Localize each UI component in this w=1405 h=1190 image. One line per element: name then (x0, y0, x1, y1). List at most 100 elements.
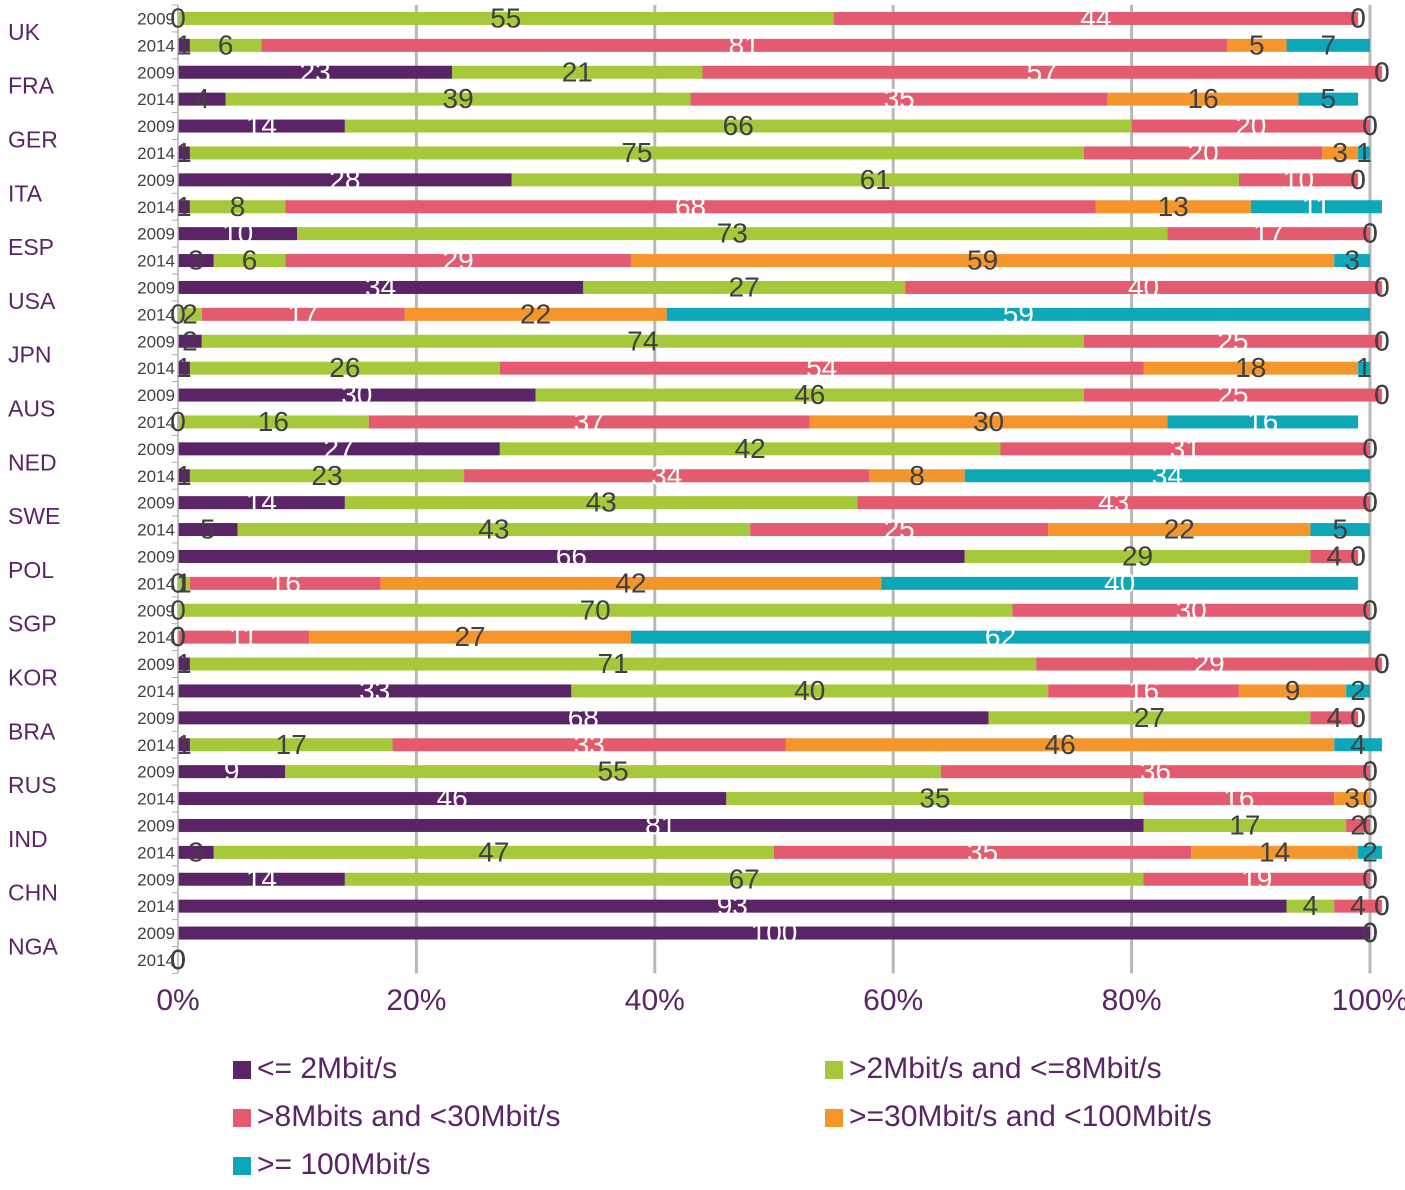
bar-segment (1131, 119, 1370, 133)
data-label: 37 (574, 406, 605, 437)
data-label: 0 (1350, 540, 1366, 571)
data-label: 16 (270, 567, 301, 598)
data-label: 0 (1374, 325, 1390, 356)
data-label: 16 (1128, 675, 1159, 706)
country-label: GER (8, 127, 58, 153)
data-label: 0 (1362, 863, 1378, 894)
bar-segment (178, 765, 286, 779)
data-label: 29 (443, 245, 474, 276)
bar-segment (285, 765, 941, 779)
bar-segment (1167, 227, 1370, 241)
bar-segment (178, 845, 214, 859)
data-label: 0 (1362, 917, 1378, 948)
data-label: 0 (170, 944, 186, 975)
year-label: 2014 (137, 90, 175, 109)
data-label: 25 (884, 514, 915, 545)
year-label: 2009 (137, 332, 175, 351)
data-label: 68 (568, 702, 599, 733)
data-label: 46 (437, 783, 468, 814)
bar-segment (1167, 415, 1359, 429)
data-label: 11 (229, 621, 258, 652)
data-label: 11 (1302, 191, 1331, 222)
year-label: 2009 (137, 816, 175, 835)
data-label: 2 (182, 298, 198, 329)
data-label: 2 (182, 325, 198, 356)
legend-swatch (825, 1061, 843, 1079)
data-label: 34 (1152, 460, 1183, 491)
axes: 2009201420092014200920142009201420092014… (8, 4, 1405, 1017)
data-label: 4 (1326, 540, 1342, 571)
bar-segment (201, 334, 1084, 348)
bar-segment (178, 576, 190, 590)
legend-label: >2Mbit/s and <=8Mbit/s (849, 1052, 1162, 1085)
data-label: 46 (794, 379, 825, 410)
bar-segment (189, 657, 1037, 671)
bar-segment (380, 576, 882, 590)
data-label: 25 (1217, 379, 1248, 410)
data-label: 75 (621, 137, 652, 168)
data-label: 3 (1344, 245, 1360, 276)
bar-segment (178, 334, 202, 348)
bar-segment (464, 469, 870, 483)
data-label: 0 (1374, 56, 1390, 87)
legend-label: <= 2Mbit/s (257, 1052, 397, 1085)
bar-segment (189, 738, 393, 752)
bar-segment (178, 549, 965, 563)
year-label: 2014 (137, 359, 175, 378)
country-label: CHN (8, 880, 58, 906)
data-label: 7 (1320, 29, 1336, 60)
bar-segment (774, 845, 1192, 859)
data-label: 3 (188, 245, 204, 276)
year-label: 2009 (137, 9, 175, 28)
bar-segment (1238, 684, 1347, 698)
bar-segment (309, 630, 631, 644)
data-label: 22 (520, 298, 551, 329)
data-label: 9 (224, 756, 240, 787)
country-label: AUS (8, 396, 55, 422)
data-label: 0 (1362, 110, 1378, 141)
data-label: 19 (1241, 863, 1272, 894)
data-label: 35 (884, 83, 915, 114)
year-label: 2009 (137, 225, 175, 244)
bar-segment (988, 711, 1311, 725)
data-label: 1 (176, 191, 192, 222)
bar-segment (178, 146, 190, 160)
data-label: 1 (176, 729, 192, 760)
data-label: 17 (288, 298, 319, 329)
data-label: 43 (1098, 487, 1129, 518)
year-label: 2014 (137, 574, 175, 593)
data-label: 30 (341, 379, 372, 410)
data-label: 0 (1374, 271, 1390, 302)
year-label: 2009 (137, 386, 175, 405)
data-label: 1 (1356, 352, 1372, 383)
data-label: 0 (170, 944, 186, 975)
bar-segment (1298, 92, 1359, 106)
data-label: 0 (1362, 594, 1378, 625)
bar-segment (201, 307, 405, 321)
data-label: 35 (967, 836, 998, 867)
data-label: 1 (176, 29, 192, 60)
data-label: 1 (176, 648, 192, 679)
data-label: 17 (1253, 218, 1284, 249)
bar-segment (178, 307, 202, 321)
bar-segment (726, 792, 1144, 806)
bar-segment (189, 576, 381, 590)
x-tick-label: 20% (386, 984, 446, 1017)
data-label: 8 (230, 191, 246, 222)
country-label: IND (8, 826, 48, 852)
data-label: 25 (1217, 325, 1248, 356)
year-label: 2009 (137, 440, 175, 459)
bar-segment (213, 845, 774, 859)
bar-segment (178, 469, 190, 483)
data-label: 14 (1259, 836, 1290, 867)
bar-segment (750, 523, 1049, 537)
x-tick-label: 40% (625, 984, 685, 1017)
data-label: 4 (1350, 729, 1366, 760)
data-label: 0 (1374, 379, 1390, 410)
data-label: 23 (311, 460, 342, 491)
bar-segment (178, 711, 989, 725)
bar-segment (1036, 657, 1382, 671)
bar-segment (178, 926, 1370, 940)
data-label: 10 (222, 218, 253, 249)
year-label: 2014 (137, 467, 175, 486)
